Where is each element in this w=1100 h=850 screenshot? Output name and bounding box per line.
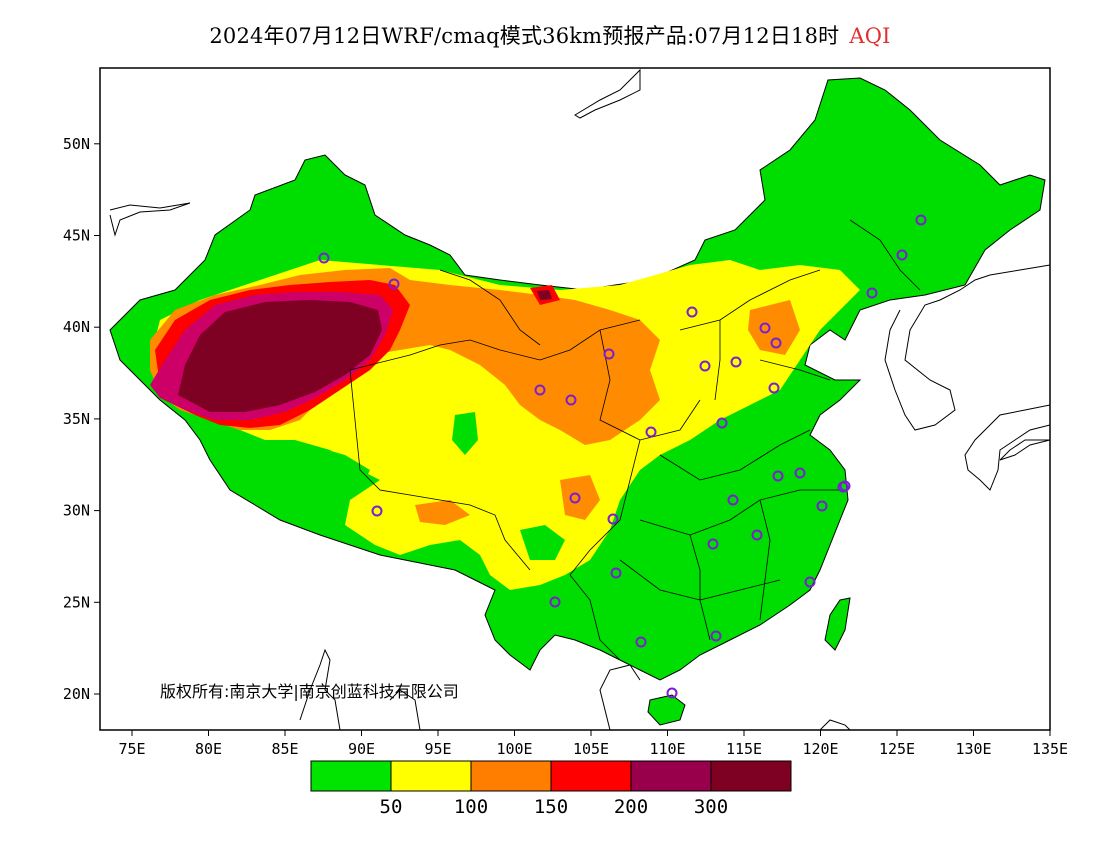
lon-tick-label: 105E <box>573 740 609 758</box>
station-marker <box>388 278 400 290</box>
lat-tick-label: 40N <box>63 318 90 336</box>
station-marker <box>610 567 622 579</box>
lon-tick-label: 90E <box>348 740 375 758</box>
lon-tick-label: 100E <box>496 740 532 758</box>
colorbar-label: 200 <box>614 796 648 818</box>
map-content <box>109 68 1050 730</box>
region-sichuan-green <box>520 525 565 560</box>
map-title: 2024年07月12日WRF/cmaq模式36km预报产品:07月12日18时 A… <box>0 20 1100 50</box>
station-marker <box>707 538 719 550</box>
station-marker <box>569 492 581 504</box>
station-marker <box>549 596 561 608</box>
station-marker <box>839 480 851 492</box>
region-hazardous-maroon <box>178 300 382 412</box>
station-marker <box>686 306 698 318</box>
lon-tick-label: 80E <box>195 740 222 758</box>
station-marker <box>318 252 330 264</box>
hainan-island <box>647 694 686 726</box>
station-marker <box>534 384 546 396</box>
station-marker <box>759 322 771 334</box>
province-boundaries <box>349 219 921 661</box>
station-marker <box>730 356 742 368</box>
lat-tick-label: 30N <box>63 502 90 520</box>
station-marker <box>603 348 615 360</box>
station-marker <box>866 287 878 299</box>
colorbar-swatch <box>470 760 552 792</box>
latitude-axis: 20N 25N 30N 35N 40N 45N 50N <box>63 135 100 703</box>
lat-tick-label: 35N <box>63 410 90 428</box>
station-marker <box>699 360 711 372</box>
lon-tick-label: 85E <box>271 740 298 758</box>
station-marker <box>915 214 927 226</box>
station-marker <box>896 249 908 261</box>
lat-tick-label: 25N <box>63 593 90 611</box>
station-marker <box>727 494 739 506</box>
lat-tick-label: 20N <box>63 685 90 703</box>
region-tibet-green <box>220 440 370 515</box>
colorbar-label: 300 <box>694 796 728 818</box>
station-marker <box>716 417 728 429</box>
title-main: 2024年07月12日WRF/cmaq模式36km预报产品:07月12日18时 <box>209 24 840 48</box>
station-marker <box>770 337 782 349</box>
taiwan-island <box>824 597 851 651</box>
lon-tick-label: 120E <box>802 740 838 758</box>
station-marker <box>794 467 806 479</box>
lon-tick-label: 130E <box>955 740 991 758</box>
copyright-text: 版权所有:南京大学|南京创蓝科技有限公司 <box>160 682 459 701</box>
station-marker <box>710 630 722 642</box>
colorbar-swatch <box>710 760 792 792</box>
station-marker <box>645 426 657 438</box>
lon-tick-label: 135E <box>1032 740 1068 758</box>
colorbar-swatch <box>310 760 392 792</box>
station-marker <box>816 500 828 512</box>
colorbar-swatch <box>550 760 632 792</box>
station-marker <box>371 505 383 517</box>
station-marker <box>751 529 763 541</box>
neighbor-coastlines <box>109 68 1050 730</box>
lon-tick-label: 95E <box>424 740 451 758</box>
station-marker <box>804 576 816 588</box>
region-tibet-orange <box>415 500 470 525</box>
colorbar: 50 100 150 200 300 <box>310 760 792 818</box>
station-marker <box>666 687 678 699</box>
lat-tick-label: 50N <box>63 135 90 153</box>
station-marker <box>768 382 780 394</box>
station-marker <box>607 513 619 525</box>
lon-tick-label: 125E <box>879 740 915 758</box>
region-qaidam-maroon <box>537 290 552 300</box>
longitude-axis: 75E 80E 85E 90E 95E 100E 105E 110E 115E 120E 125E 1… <box>118 730 1068 758</box>
station-marker <box>565 394 577 406</box>
station-marker <box>635 636 647 648</box>
colorbar-label: 50 <box>380 796 403 818</box>
title-variable: AQI <box>849 24 891 48</box>
lat-tick-label: 45N <box>63 227 90 245</box>
lon-tick-label: 75E <box>118 740 145 758</box>
colorbar-swatch <box>390 760 472 792</box>
station-marker <box>772 470 784 482</box>
region-qinghai-green <box>452 412 478 455</box>
lon-tick-label: 115E <box>726 740 762 758</box>
region-beijing-orange <box>748 300 800 355</box>
lon-tick-label: 110E <box>649 740 685 758</box>
map-frame-border <box>99 67 1051 731</box>
colorbar-label: 150 <box>534 796 568 818</box>
station-markers <box>318 214 927 699</box>
colorbar-label: 100 <box>454 796 488 818</box>
colorbar-swatch <box>630 760 712 792</box>
